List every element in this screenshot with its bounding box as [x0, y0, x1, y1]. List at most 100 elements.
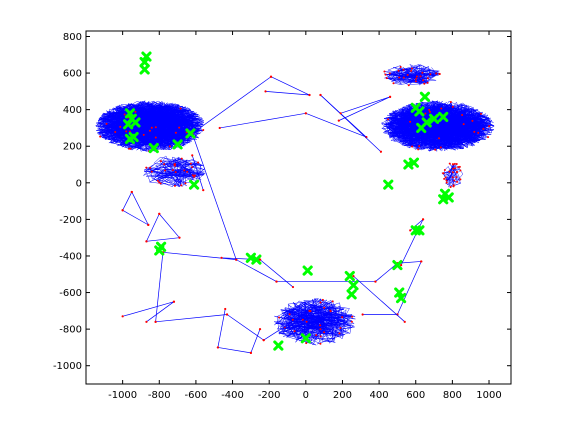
x-tick-label: 600	[406, 390, 425, 401]
highlight-marker	[428, 113, 440, 124]
network-node	[323, 331, 326, 334]
network-node	[319, 324, 322, 327]
marker-stroke	[344, 270, 355, 282]
network-node	[105, 122, 108, 125]
x-tick-label: 1000	[476, 390, 501, 401]
y-tick-label: 800	[63, 32, 82, 43]
network-node	[459, 178, 462, 181]
link-edge	[340, 96, 391, 114]
network-node	[454, 167, 457, 170]
network-node	[121, 315, 124, 318]
network-node	[456, 170, 459, 173]
y-tick-label: 0	[76, 178, 82, 189]
network-node	[487, 136, 490, 139]
link-edge	[259, 259, 294, 288]
x-tick-label: 0	[303, 390, 309, 401]
network-node	[451, 105, 454, 108]
network-node	[409, 229, 412, 232]
network-node	[473, 130, 476, 133]
marker-stroke	[403, 159, 414, 170]
highlight-marker	[148, 142, 159, 154]
network-node	[451, 176, 454, 179]
network-node	[449, 100, 452, 103]
network-node	[264, 90, 267, 93]
network-node	[337, 119, 340, 122]
network-node	[191, 174, 194, 177]
network-node	[202, 129, 205, 132]
network-node	[409, 120, 412, 123]
highlight-marker	[139, 64, 150, 75]
x-tick-label: -1000	[108, 390, 137, 401]
network-node	[461, 113, 464, 116]
network-node	[410, 69, 413, 72]
network-node	[329, 309, 332, 312]
network-node	[445, 179, 448, 182]
highlight-marker	[344, 270, 355, 282]
network-node	[479, 112, 482, 115]
link-edge	[155, 314, 228, 323]
network-node	[173, 184, 176, 187]
network-node	[145, 166, 148, 169]
y-tick-label: -1000	[53, 361, 82, 372]
network-node	[453, 179, 456, 182]
network-node	[388, 72, 391, 75]
y-tick-label: 400	[63, 105, 82, 116]
network-node	[455, 176, 458, 179]
x-tick-label: -400	[221, 390, 244, 401]
link-edge	[219, 112, 306, 129]
network-node	[275, 280, 278, 283]
network-node	[462, 123, 465, 126]
network-node	[123, 113, 126, 116]
network-node	[197, 161, 200, 164]
marker-stroke	[172, 139, 183, 150]
network-node	[443, 177, 446, 180]
network-node	[443, 168, 446, 171]
network-node	[186, 170, 189, 173]
cluster-edges	[380, 100, 495, 152]
network-node	[321, 298, 324, 301]
x-tick-label: -200	[258, 390, 281, 401]
network-node	[183, 169, 186, 172]
network-node	[304, 112, 307, 115]
highlight-marker	[188, 179, 200, 190]
network-node	[415, 77, 418, 80]
network-node	[178, 126, 181, 129]
link-edge	[122, 209, 149, 226]
network-node	[379, 150, 383, 153]
cluster-network	[441, 162, 464, 188]
cluster-edges	[441, 163, 464, 188]
network-node	[374, 280, 377, 283]
axes: -1000 -800 -600 -400 -200 0 200 400 600 800 1000 -1…	[53, 30, 512, 401]
marker-stroke	[185, 128, 196, 139]
cluster-nodes	[383, 65, 441, 87]
network-node	[434, 148, 437, 151]
network-node	[410, 67, 413, 70]
network-node	[150, 126, 153, 129]
network-node	[397, 69, 400, 72]
link-edge	[338, 96, 391, 121]
highlighted-markers	[123, 51, 454, 351]
link-edge	[146, 301, 175, 323]
network-node	[383, 70, 386, 73]
network-node	[414, 80, 417, 83]
network-node	[193, 174, 196, 177]
link-edge	[265, 91, 310, 96]
network-node	[189, 162, 192, 165]
network-node	[488, 125, 491, 128]
network-node	[130, 190, 133, 194]
network-node	[439, 146, 442, 149]
network-node	[174, 131, 177, 134]
highlight-marker	[408, 157, 420, 168]
marker-stroke	[139, 56, 150, 68]
network-node	[172, 300, 176, 303]
network-node	[402, 68, 405, 71]
network-node	[451, 163, 454, 166]
network-node	[168, 145, 171, 148]
network-node	[455, 163, 458, 166]
network-node	[216, 346, 219, 349]
network-node	[419, 75, 422, 78]
cluster-nodes	[99, 107, 205, 153]
network-node	[319, 342, 322, 345]
